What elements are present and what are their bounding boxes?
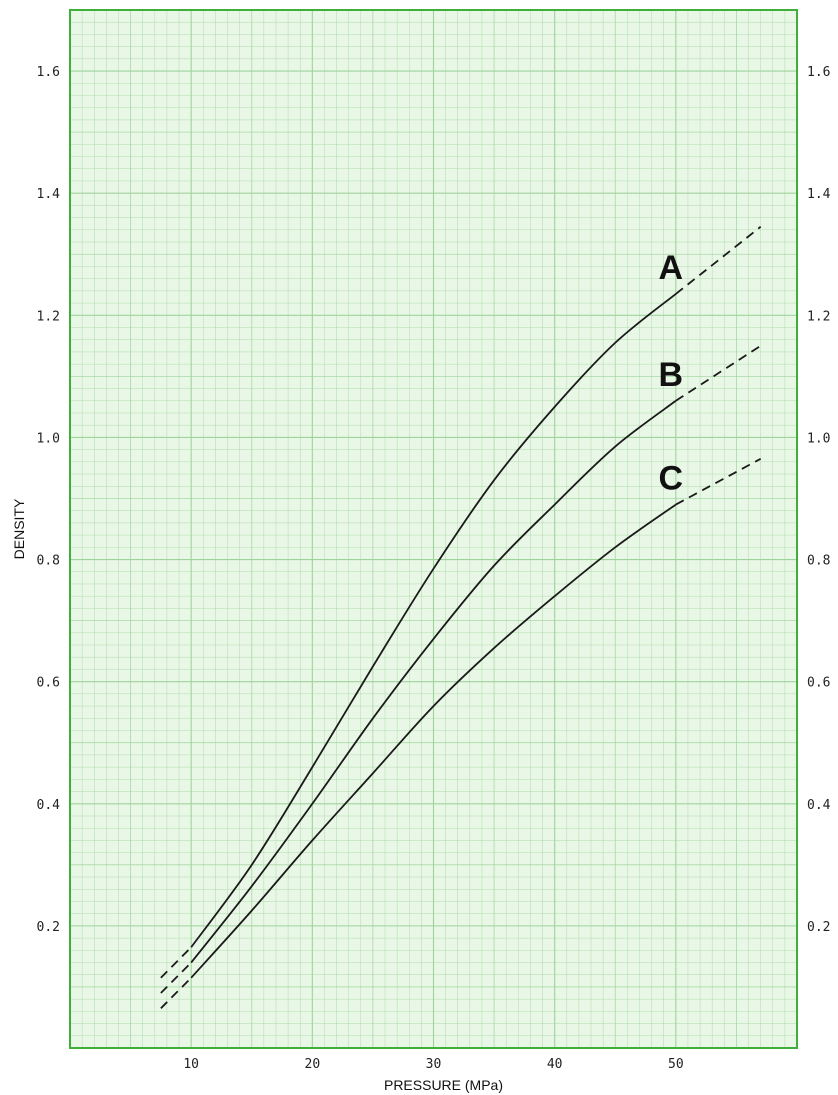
curve-label-a: A [659,249,684,287]
y-tick-label-left: 0.8 [37,554,60,569]
y-axis-title: DENSITY [11,498,27,559]
curve-a-low-dashed [160,946,192,979]
y-tick-label-right: 1.0 [807,431,830,446]
x-tick-label: 10 [183,1057,199,1072]
curve-c-low-dashed [160,977,192,1009]
x-axis-title: PRESSURE (MPa) [384,1077,503,1093]
y-axis-right-ticks: 0.2 0.4 0.6 0.8 1.0 1.2 1.4 1.6 [807,65,831,935]
curve-b-low-dashed [160,961,192,994]
curve-label-b: B [659,356,684,394]
y-tick-label-left: 0.6 [37,676,60,691]
curve-b-high-dashed [675,345,762,402]
y-tick-label-left: 0.2 [37,920,60,935]
x-tick-label: 50 [668,1057,684,1072]
curve-a-high-dashed [675,226,762,295]
y-tick-label-right: 0.6 [807,676,830,691]
y-tick-label-left: 1.0 [37,431,60,446]
curve-c-solid [190,503,677,979]
y-tick-label-right: 1.2 [807,309,830,324]
y-tick-label-left: 1.2 [37,309,60,324]
y-tick-label-right: 0.2 [807,920,830,935]
y-tick-label-right: 1.4 [807,187,831,202]
y-tick-label-right: 0.4 [807,798,831,813]
curve-c-high-dashed [675,457,762,506]
curves [160,226,762,1009]
y-tick-label-left: 1.6 [37,65,60,80]
curve-b-solid [190,400,677,964]
y-axis-left-ticks: 0.2 0.4 0.6 0.8 1.0 1.2 1.4 1.6 [37,65,61,935]
y-tick-label-left: 0.4 [37,798,61,813]
x-axis-ticks: 10 20 30 40 50 [183,1057,683,1072]
y-tick-label-right: 0.8 [807,554,830,569]
plot-frame [69,9,798,1049]
curve-label-c: C [659,460,684,498]
x-tick-label: 20 [305,1057,321,1072]
curve-labels: A B C [659,249,684,498]
curve-a-solid [190,293,677,948]
y-tick-label-right: 1.6 [807,65,830,80]
y-tick-label-left: 1.4 [37,187,61,202]
x-tick-label: 30 [426,1057,442,1072]
x-tick-label: 40 [547,1057,563,1072]
